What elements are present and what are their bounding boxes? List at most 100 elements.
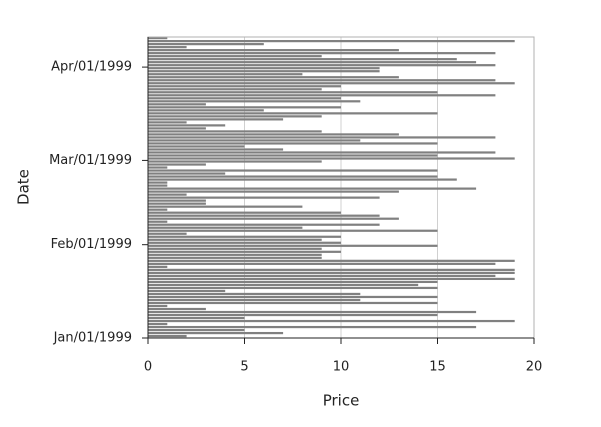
y-tick-label: Apr/01/1999 [51,60,132,75]
bar [148,319,515,323]
bar [148,136,496,139]
bar [148,94,496,97]
bar [148,184,168,187]
bar [148,286,438,290]
bar [148,295,438,299]
x-tick-label: 0 [144,360,152,375]
bar [148,316,245,320]
x-tick-label: 5 [240,360,248,375]
bar [148,85,341,88]
bar [148,142,438,145]
bar [148,208,168,211]
bar [148,70,380,73]
bar [148,238,322,241]
bar [148,322,168,326]
bar [148,235,341,238]
x-tick-label: 20 [526,360,543,375]
bar [148,100,361,103]
bar [148,37,168,40]
bar [148,229,438,232]
bar [148,253,322,256]
bar [148,283,419,287]
bar [148,301,438,305]
bar [148,124,226,127]
bar [148,259,515,262]
bar [148,139,361,142]
bar [148,223,380,226]
bar [148,133,399,136]
bar [148,268,515,271]
bar [148,154,438,157]
bar [148,244,438,247]
bar [148,172,226,175]
bar [148,211,341,214]
bar [148,250,341,253]
bar [148,169,438,172]
y-axis-label: Date [15,169,33,205]
bar [148,115,322,118]
bar [148,310,477,314]
bar [148,55,322,58]
bar [148,199,206,202]
bar [148,151,496,154]
bar [148,202,206,205]
bar [148,247,322,250]
bar [148,166,168,169]
bar [148,67,380,70]
bar [148,52,496,55]
bar [148,82,515,85]
bar [148,262,496,265]
bar [148,112,438,115]
bar [148,226,303,229]
bar [148,325,477,329]
bar [148,130,322,133]
bar [148,175,438,178]
x-tick-label: 15 [429,360,446,375]
bar [148,148,284,151]
bar [148,280,438,284]
bar [148,76,399,79]
bar [148,43,264,46]
bar [148,205,303,208]
bar [148,61,477,64]
bar [148,103,206,106]
bar [148,118,284,121]
x-tick-label: 10 [333,360,350,375]
bar [148,331,284,335]
bar [148,304,168,308]
bar [148,49,399,52]
bar [148,328,245,332]
bar [148,64,496,67]
bar [148,217,399,220]
bar [148,79,496,82]
bar [148,121,187,124]
bar [148,307,206,311]
bar [148,220,168,223]
bar [148,265,168,268]
bar [148,289,226,293]
bar [148,190,399,193]
bar [148,91,438,94]
bar [148,277,515,281]
bar [148,58,457,61]
bar [148,73,303,76]
bar [148,157,515,160]
bar [148,178,457,181]
bar [148,46,187,49]
bar [148,196,380,199]
bar [148,160,322,163]
bar [148,109,264,112]
bar [148,181,168,184]
bar [148,88,322,91]
bar [148,145,245,148]
bar [148,298,361,302]
bar [148,127,206,130]
bar [148,40,515,43]
bar [148,313,438,317]
bar [148,232,187,235]
bar [148,193,187,196]
bar [148,334,187,338]
bar [148,106,341,109]
bar [148,163,206,166]
